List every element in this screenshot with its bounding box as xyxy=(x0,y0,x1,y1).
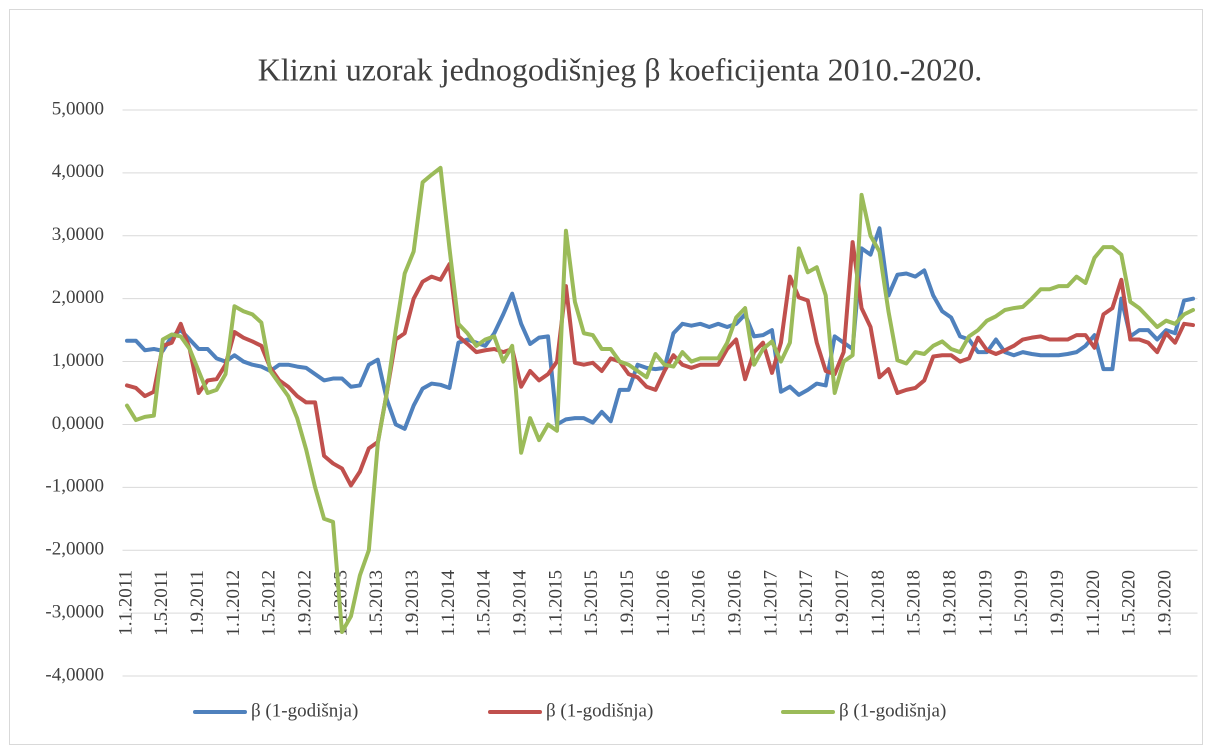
x-tick-label: 1.5.2016 xyxy=(689,570,710,637)
x-tick-label: 1.9.2011 xyxy=(187,570,208,636)
x-tick-label: 1.9.2012 xyxy=(295,570,316,637)
data-line xyxy=(124,226,1196,431)
x-tick-label: 1.1.2014 xyxy=(438,570,459,637)
x-tick-label: 1.5.2020 xyxy=(1119,570,1140,637)
y-tick-label: 3,0000 xyxy=(52,224,104,245)
x-tick-label: 1.5.2012 xyxy=(259,570,280,637)
x-tick-label: 1.1.2015 xyxy=(545,570,566,637)
y-tick-label: -1,0000 xyxy=(45,476,104,497)
x-tick-label: 1.5.2015 xyxy=(581,570,602,637)
legend-label: β (1-godišnja) xyxy=(546,700,653,721)
data-line xyxy=(124,240,1196,488)
x-tick-label: 1.5.2013 xyxy=(366,570,387,637)
x-tick-label: 1.9.2014 xyxy=(510,570,531,637)
x-tick-label: 1.5.2014 xyxy=(474,570,495,637)
x-tick-label: 1.9.2017 xyxy=(832,570,853,637)
x-tick-label: 1.5.2011 xyxy=(151,570,172,636)
x-tick-label: 1.1.2019 xyxy=(975,570,996,637)
x-tick-label: 1.9.2015 xyxy=(617,570,638,637)
y-tick-label: -2,0000 xyxy=(45,539,104,560)
y-tick-label: 5,0000 xyxy=(52,98,104,119)
y-tick-label: 4,0000 xyxy=(52,161,104,182)
x-tick-label: 1.1.2017 xyxy=(760,570,781,637)
data-line xyxy=(124,165,1196,634)
y-tick-label: 2,0000 xyxy=(52,287,104,308)
x-tick-label: 1.9.2018 xyxy=(940,570,961,637)
x-tick-label: 1.5.2018 xyxy=(904,570,925,637)
legend-item: β (1-godišnja) xyxy=(781,700,946,721)
x-tick-label: 1.1.2018 xyxy=(868,570,889,637)
chart-frame xyxy=(9,9,1203,745)
x-tick-label: 1.5.2017 xyxy=(796,570,817,637)
legend-item: β (1-godišnja) xyxy=(488,700,653,721)
legend-item: β (1-godišnja) xyxy=(193,700,358,721)
y-tick-label: -3,0000 xyxy=(45,601,104,622)
x-tick-label: 1.1.2020 xyxy=(1083,570,1104,637)
x-tick-label: 1.1.2016 xyxy=(653,570,674,637)
legend-label: β (1-godišnja) xyxy=(839,700,946,721)
y-tick-label: -4,0000 xyxy=(45,664,104,685)
chart-title: Klizni uzorak jednogodišnjeg β koeficije… xyxy=(258,51,983,87)
x-tick-label: 1.1.2011 xyxy=(115,570,136,636)
x-tick-label: 1.5.2019 xyxy=(1011,570,1032,637)
y-tick-label: 0,0000 xyxy=(52,413,104,434)
x-tick-label: 1.9.2013 xyxy=(402,570,423,637)
y-tick-label: 1,0000 xyxy=(52,350,104,371)
x-tick-label: 1.9.2019 xyxy=(1047,570,1068,637)
legend-label: β (1-godišnja) xyxy=(251,700,358,721)
x-tick-label: 1.1.2012 xyxy=(223,570,244,637)
x-tick-label: 1.9.2020 xyxy=(1155,570,1176,637)
x-tick-label: 1.9.2016 xyxy=(725,570,746,637)
